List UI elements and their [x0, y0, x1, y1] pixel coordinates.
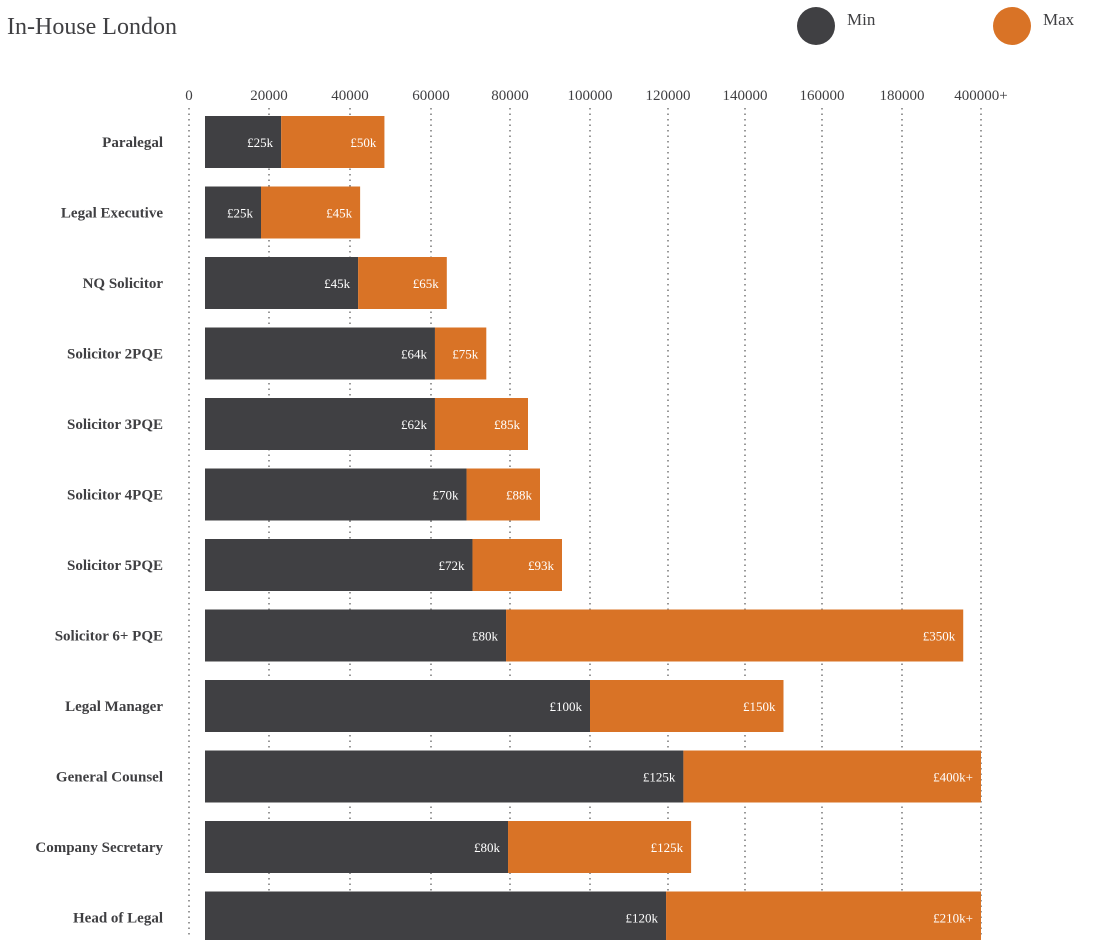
legend-label-min: Min: [847, 10, 876, 29]
legend-swatch-max: [993, 7, 1031, 45]
bar-min-label: £25k: [227, 206, 254, 221]
bar-min-label: £80k: [472, 629, 499, 644]
bar-min-label: £45k: [324, 276, 351, 291]
category-label: NQ Solicitor: [83, 276, 164, 292]
bar-min-label: £100k: [550, 699, 583, 714]
bar-min: [205, 116, 282, 168]
x-tick-label: 100000: [568, 88, 613, 104]
bar-max-label: £75k: [452, 347, 479, 362]
bar-min-label: £25k: [247, 135, 274, 150]
bar-min: [205, 327, 435, 380]
bar-min: [205, 257, 359, 309]
bar-min: [205, 821, 509, 873]
bar-min-label: £125k: [643, 770, 676, 785]
bar-max: [434, 398, 528, 450]
bar-max-label: £65k: [413, 276, 440, 291]
legend-item-min: Min: [797, 6, 875, 46]
bar-max-label: £85k: [494, 417, 521, 432]
bar-min-label: £70k: [433, 488, 460, 503]
bar-min: [205, 750, 684, 803]
bar-min: [205, 186, 261, 239]
bar-max-label: £400k+: [933, 770, 973, 785]
category-labels: Paralegal Legal Executive NQ Solicitor Soli…: [35, 135, 163, 927]
bar-max: [281, 116, 385, 168]
bar-max: [683, 750, 981, 803]
bar-max-label: £210k+: [933, 911, 973, 926]
chart-title: In-House London: [7, 14, 177, 40]
bar-max: [434, 327, 487, 380]
category-label: Solicitor 3PQE: [67, 417, 163, 433]
x-tick-label: 80000: [491, 88, 529, 104]
category-label: Solicitor 5PQE: [67, 558, 163, 574]
bar-max: [590, 680, 784, 732]
category-label: Legal Manager: [65, 699, 163, 715]
bar-max-label: £45k: [326, 206, 353, 221]
bar-min-label: £64k: [401, 347, 428, 362]
bar-min: [205, 609, 507, 662]
category-label: Company Secretary: [35, 840, 163, 856]
x-tick-label: 40000: [331, 88, 369, 104]
category-label: Solicitor 2PQE: [67, 347, 163, 363]
x-tick-label: 0: [185, 88, 193, 104]
x-tick-label: 160000: [800, 88, 845, 104]
bar-min: [205, 680, 590, 732]
bar-max: [666, 891, 981, 940]
bar-max-label: £50k: [350, 135, 377, 150]
bar-min: [205, 539, 473, 591]
x-axis-ticks: 0 20000 40000 60000 80000 100000 120000 140000 1…: [185, 88, 1007, 104]
category-label: Paralegal: [102, 135, 163, 151]
category-label: Solicitor 6+ PQE: [55, 629, 163, 645]
bars: £25k £50k £25k £45k £45k £65k £64k £75k £62k £85k…: [205, 116, 981, 940]
bar-max-label: £150k: [743, 699, 776, 714]
bar-min-label: £120k: [626, 911, 659, 926]
bar-max-label: £93k: [528, 558, 555, 573]
bar-max: [508, 821, 692, 873]
bar-min: [205, 398, 435, 450]
bar-max-label: £88k: [506, 488, 533, 503]
x-tick-label: 140000: [723, 88, 768, 104]
bar-max: [466, 468, 540, 521]
legend-item-max: Max: [993, 6, 1074, 46]
bar-max-label: £125k: [651, 840, 684, 855]
gridlines: [188, 108, 982, 938]
category-label: Head of Legal: [73, 911, 163, 927]
bar-max: [472, 539, 562, 591]
x-tick-label: 20000: [250, 88, 288, 104]
bar-max: [261, 186, 361, 239]
legend-swatch-min: [797, 7, 835, 45]
bar-min: [205, 891, 667, 940]
category-label: General Counsel: [56, 770, 163, 786]
x-tick-label: 180000: [880, 88, 925, 104]
x-tick-label: 60000: [412, 88, 450, 104]
bar-max: [506, 609, 964, 662]
bar-max-label: £350k: [923, 629, 956, 644]
category-label: Legal Executive: [61, 206, 163, 222]
x-tick-label: 400000+: [954, 88, 1007, 104]
category-label: Solicitor 4PQE: [67, 488, 163, 504]
legend-label-max: Max: [1043, 10, 1075, 29]
x-tick-label: 120000: [646, 88, 691, 104]
bar-max: [358, 257, 447, 309]
bar-min-label: £72k: [438, 558, 465, 573]
bar-min-label: £62k: [401, 417, 428, 432]
bar-min: [205, 468, 467, 521]
bar-min-label: £80k: [474, 840, 501, 855]
